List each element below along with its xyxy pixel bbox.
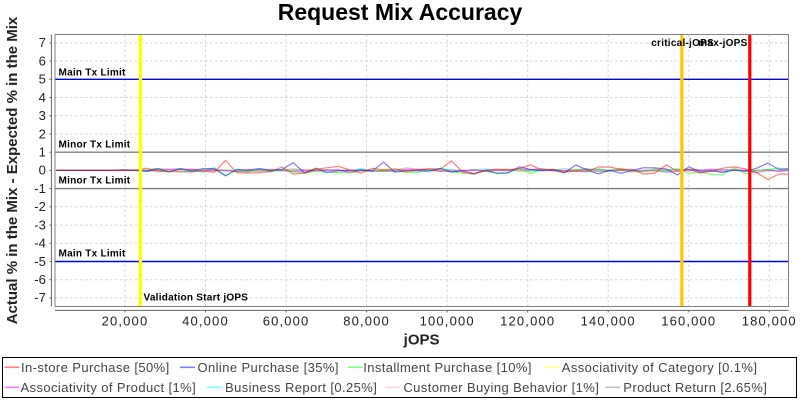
svg-text:Associativity of Category [0.1: Associativity of Category [0.1%] (562, 360, 758, 375)
svg-text:Request Mix Accuracy: Request Mix Accuracy (278, 0, 523, 25)
svg-text:Installment Purchase [10%]: Installment Purchase [10%] (363, 360, 532, 375)
svg-text:20,000: 20,000 (102, 314, 149, 329)
svg-text:-4: -4 (34, 236, 46, 251)
svg-text:max-jOPS: max-jOPS (698, 38, 747, 49)
svg-text:5: 5 (39, 72, 46, 87)
svg-text:Minor Tx Limit: Minor Tx Limit (59, 176, 131, 187)
svg-text:-5: -5 (34, 254, 46, 269)
svg-text:-7: -7 (34, 290, 46, 305)
svg-text:120,000: 120,000 (500, 314, 555, 329)
svg-text:6: 6 (39, 53, 46, 68)
svg-text:-3: -3 (34, 217, 46, 232)
svg-text:-2: -2 (34, 199, 46, 214)
svg-text:Main Tx Limit: Main Tx Limit (59, 67, 127, 78)
svg-text:180,000: 180,000 (742, 314, 797, 329)
svg-text:3: 3 (39, 108, 46, 123)
svg-text:1: 1 (39, 145, 46, 160)
svg-text:100,000: 100,000 (420, 314, 475, 329)
svg-text:0: 0 (39, 163, 46, 178)
svg-text:Actual % in the Mix - Expected: Actual % in the Mix - Expected % in the … (4, 16, 21, 324)
svg-text:Associativity of Product [1%]: Associativity of Product [1%] (21, 380, 197, 395)
svg-text:4: 4 (39, 90, 46, 105)
svg-text:7: 7 (39, 35, 46, 50)
svg-text:140,000: 140,000 (581, 314, 636, 329)
svg-text:Minor Tx Limit: Minor Tx Limit (59, 140, 131, 151)
svg-text:Customer Buying Behavior [1%]: Customer Buying Behavior [1%] (403, 380, 599, 395)
svg-text:Online Purchase [35%]: Online Purchase [35%] (198, 360, 339, 375)
svg-text:Validation Start jOPS: Validation Start jOPS (144, 292, 249, 303)
svg-text:40,000: 40,000 (182, 314, 229, 329)
svg-text:jOPS: jOPS (403, 332, 440, 349)
svg-text:Business Report [0.25%]: Business Report [0.25%] (225, 380, 377, 395)
svg-text:160,000: 160,000 (661, 314, 716, 329)
svg-text:critical-jOPS: critical-jOPS (651, 38, 714, 49)
svg-text:-1: -1 (34, 181, 46, 196)
svg-text:-6: -6 (34, 272, 46, 287)
svg-text:80,000: 80,000 (343, 314, 390, 329)
svg-text:Main Tx Limit: Main Tx Limit (59, 249, 127, 260)
svg-text:In-store Purchase [50%]: In-store Purchase [50%] (21, 360, 170, 375)
svg-text:Product Return [2.65%]: Product Return [2.65%] (623, 380, 767, 395)
svg-text:60,000: 60,000 (263, 314, 310, 329)
svg-text:2: 2 (39, 126, 46, 141)
